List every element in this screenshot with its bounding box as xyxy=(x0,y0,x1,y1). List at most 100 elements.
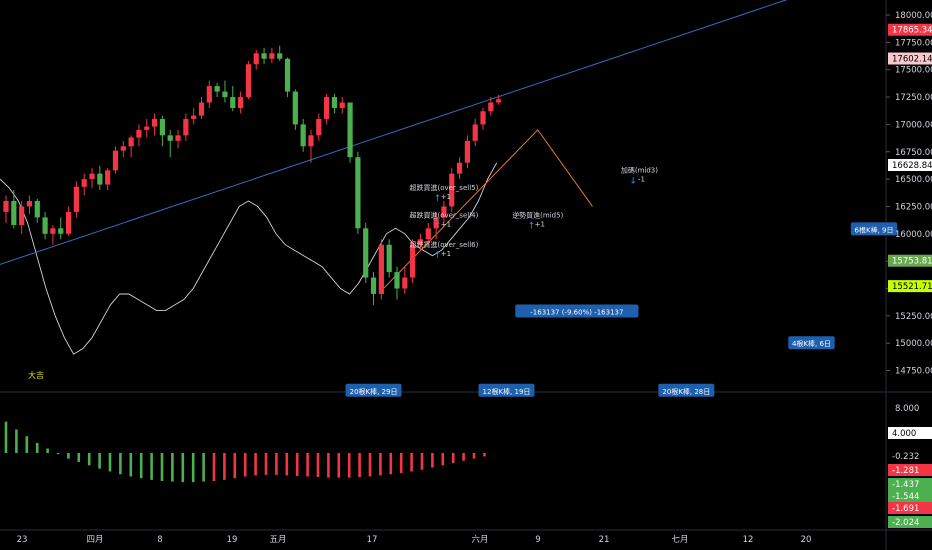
candle-body xyxy=(480,111,486,125)
candle-body xyxy=(292,91,298,125)
price-tick-label: 17000.00 xyxy=(895,120,932,130)
candle-body xyxy=(50,228,56,234)
signal-label: 逆勢買進(mid5) xyxy=(512,210,563,219)
price-tick-label: 16500.00 xyxy=(895,175,932,185)
osc-bar xyxy=(316,453,320,478)
osc-bar xyxy=(46,448,49,453)
bar-count-label-bg xyxy=(850,222,898,236)
osc-tag: 4.000 xyxy=(892,429,916,439)
candle-body xyxy=(11,200,17,226)
osc-bar xyxy=(337,453,341,478)
candle-body xyxy=(144,126,150,130)
osc-bar xyxy=(441,453,445,466)
osc-bar xyxy=(119,453,122,475)
candle-body xyxy=(386,244,392,273)
price-tick-label: 15250.00 xyxy=(895,312,932,322)
candle-body xyxy=(316,118,322,136)
osc-bar xyxy=(202,453,205,482)
osc-tag: -1.544 xyxy=(892,492,919,502)
candle-body xyxy=(3,200,9,212)
bar-count-label-bg xyxy=(478,383,535,397)
price-tag-bg xyxy=(888,52,932,65)
osc-tag: -0.232 xyxy=(892,452,919,462)
osc-tag-bg xyxy=(888,478,932,490)
candle-body xyxy=(112,150,119,171)
candle-body xyxy=(433,217,439,229)
candle-body xyxy=(402,277,408,289)
candle-body xyxy=(370,277,377,294)
time-tick-label: 23 xyxy=(17,535,28,545)
price-tick-label: 17750.00 xyxy=(895,38,932,48)
osc-bar xyxy=(483,453,486,457)
osc-bar xyxy=(462,453,465,461)
oscillator-line xyxy=(0,162,498,355)
candle-body xyxy=(269,53,275,59)
osc-bar xyxy=(327,453,330,478)
price-tag-bg xyxy=(888,23,932,36)
time-tick-label: 五月 xyxy=(269,535,286,545)
candle-body xyxy=(472,124,478,141)
osc-bar xyxy=(233,453,237,479)
candle-body xyxy=(175,135,181,141)
price-tick-label: 14750.00 xyxy=(895,367,932,377)
range-label-bg xyxy=(515,304,639,318)
osc-bar xyxy=(410,453,413,472)
price-tag: 16628.84 xyxy=(892,161,932,171)
bar-count-label: 4根K棒, 6日 xyxy=(792,339,831,348)
time-tick-label: 9 xyxy=(535,535,540,545)
corner-label: 大吉 xyxy=(28,370,44,380)
annotations: 超跌買進(over_sell5)+1↑超跌買進(over_sell4)+1↑超跌… xyxy=(345,166,898,397)
signal-arrow-icon: ↓ xyxy=(629,177,637,187)
projection-line xyxy=(381,129,593,292)
time-axis: 23 四月 8 19 五月 17 六月 9 21 七月 12 20 xyxy=(17,534,812,545)
osc-bar xyxy=(98,453,101,469)
osc-bar xyxy=(4,421,8,453)
candle-body xyxy=(253,53,259,65)
candle-body xyxy=(159,118,165,136)
price-tick-label: 17500.00 xyxy=(895,66,932,76)
osc-bar xyxy=(399,453,403,474)
signal-label: 加碼(mid3) xyxy=(621,166,658,175)
osc-bar xyxy=(15,429,18,453)
signal-arrow-icon: ↑ xyxy=(434,251,442,261)
osc-tag-bg xyxy=(888,516,932,528)
candle-body xyxy=(136,129,142,138)
candle-body xyxy=(417,239,424,245)
osc-bar xyxy=(431,453,434,468)
osc-tag-bg xyxy=(888,490,932,502)
time-tick-label: 21 xyxy=(599,535,610,545)
osc-bar xyxy=(212,453,216,481)
candle-body xyxy=(206,86,212,103)
time-tick-label: 8 xyxy=(157,535,162,545)
signal-sub: +1 xyxy=(441,193,451,201)
bar-count-label-bg xyxy=(788,336,835,350)
trendline xyxy=(0,0,788,265)
trendlines xyxy=(0,0,788,292)
candle-body xyxy=(324,97,330,119)
candle-body xyxy=(449,173,455,207)
osc-bar xyxy=(129,453,133,477)
bar-count-label: 12根K棒, 19日 xyxy=(483,387,531,396)
osc-bar xyxy=(139,453,143,479)
osc-bar xyxy=(379,453,382,476)
bar-count-label: 20根K棒, 28日 xyxy=(662,387,710,396)
bar-count-label: 20根K棒, 29日 xyxy=(350,387,398,396)
candle-body xyxy=(89,173,95,180)
osc-tag-bg xyxy=(888,464,932,476)
osc-bar xyxy=(264,453,268,475)
osc-bar xyxy=(285,453,289,476)
candle-body xyxy=(238,97,244,108)
time-tick-label: 12 xyxy=(743,535,754,545)
candle-body xyxy=(363,228,369,278)
candle-body xyxy=(394,272,400,289)
candle-body xyxy=(191,115,197,119)
candle-body xyxy=(261,53,267,59)
candle-body xyxy=(151,118,158,127)
candle-body xyxy=(120,146,126,151)
time-tick-label: 四月 xyxy=(86,535,103,545)
candle-body xyxy=(26,200,33,207)
osc-tag-bg xyxy=(888,450,932,462)
